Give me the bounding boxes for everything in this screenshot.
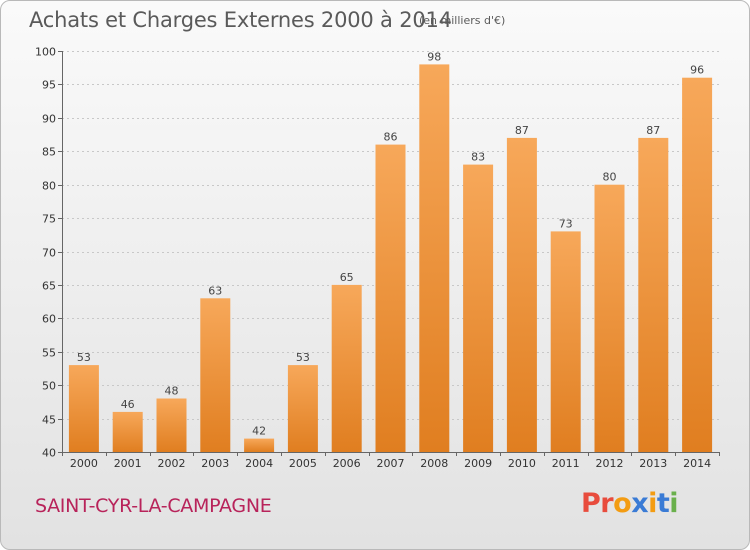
logo-letter: P <box>581 488 601 519</box>
bar <box>112 411 143 452</box>
proxiti-logo[interactable]: Proxiti <box>581 488 679 519</box>
logo-letter: o <box>613 488 632 519</box>
y-tick-label: 60 <box>42 313 56 326</box>
data-label: 83 <box>471 151 485 164</box>
data-label: 87 <box>515 124 529 137</box>
data-label: 98 <box>427 50 441 63</box>
bar <box>682 77 713 452</box>
y-tick-label: 75 <box>42 213 56 226</box>
x-tick-label: 2008 <box>420 457 448 470</box>
bar <box>331 284 362 452</box>
x-tick-label: 2005 <box>289 457 317 470</box>
bar <box>463 164 494 452</box>
logo-letter: x <box>631 488 649 519</box>
bar <box>287 365 318 452</box>
y-tick-label: 45 <box>42 414 56 427</box>
x-tick-label: 2003 <box>201 457 229 470</box>
x-tick-label: 2012 <box>596 457 624 470</box>
y-tick-label: 100 <box>35 46 56 59</box>
logo-letter: t <box>656 488 670 519</box>
data-label: 86 <box>384 131 398 144</box>
label-layer: 53 46 48 63 42 53 65 86 98 83 87 73 80 87 96 <box>77 50 704 437</box>
x-tick-label: 2011 <box>552 457 580 470</box>
x-tick-label: 2014 <box>683 457 711 470</box>
y-tick-label: 85 <box>42 146 56 159</box>
data-label: 87 <box>646 124 660 137</box>
y-tick-label: 55 <box>42 347 56 360</box>
x-tick-label: 2006 <box>333 457 361 470</box>
data-label: 53 <box>77 351 91 364</box>
data-label: 53 <box>296 351 310 364</box>
logo-letter: r <box>600 488 614 519</box>
bar <box>550 231 581 452</box>
x-tick-label: 2002 <box>158 457 186 470</box>
data-label: 63 <box>208 284 222 297</box>
y-tick-label: 70 <box>42 247 56 260</box>
x-tick-label: 2001 <box>114 457 142 470</box>
chart-title: Achats et Charges Externes 2000 à 2014 <box>29 8 452 32</box>
y-tick-label: 40 <box>42 447 56 460</box>
data-label: 65 <box>340 271 354 284</box>
y-tick-label: 95 <box>42 79 56 92</box>
x-tick-label: 2000 <box>70 457 98 470</box>
bar <box>68 365 99 452</box>
x-tick-label: 2007 <box>377 457 405 470</box>
y-tick-label: 90 <box>42 113 56 126</box>
y-tick-label: 65 <box>42 280 56 293</box>
data-label: 42 <box>252 425 266 438</box>
chart-unit: (en milliers d'€) <box>419 14 506 27</box>
data-label: 48 <box>165 385 179 398</box>
bar <box>244 438 275 452</box>
bar <box>506 137 537 452</box>
bar <box>156 398 187 452</box>
bar <box>419 64 450 453</box>
x-tick-label: 2009 <box>464 457 492 470</box>
logo-letter: i <box>648 488 657 519</box>
bar <box>594 184 625 452</box>
logo-letter: i <box>669 488 679 519</box>
x-tick-label: 2004 <box>245 457 273 470</box>
bar-layer <box>68 64 713 453</box>
x-tick-label: 2013 <box>639 457 667 470</box>
bar <box>638 137 669 452</box>
data-label: 96 <box>690 64 704 77</box>
data-label: 46 <box>121 398 135 411</box>
data-label: 80 <box>603 171 617 184</box>
bar <box>200 298 231 452</box>
x-tick-label: 2010 <box>508 457 536 470</box>
commune-name: SAINT-CYR-LA-CAMPAGNE <box>35 495 272 517</box>
bar <box>375 144 406 452</box>
axis-layer: 40 45 50 55 60 65 70 75 80 85 90 95 100 2000 2001 2002 2… <box>35 46 720 470</box>
y-tick-label: 50 <box>42 380 56 393</box>
y-tick-label: 80 <box>42 180 56 193</box>
data-label: 73 <box>559 217 573 230</box>
